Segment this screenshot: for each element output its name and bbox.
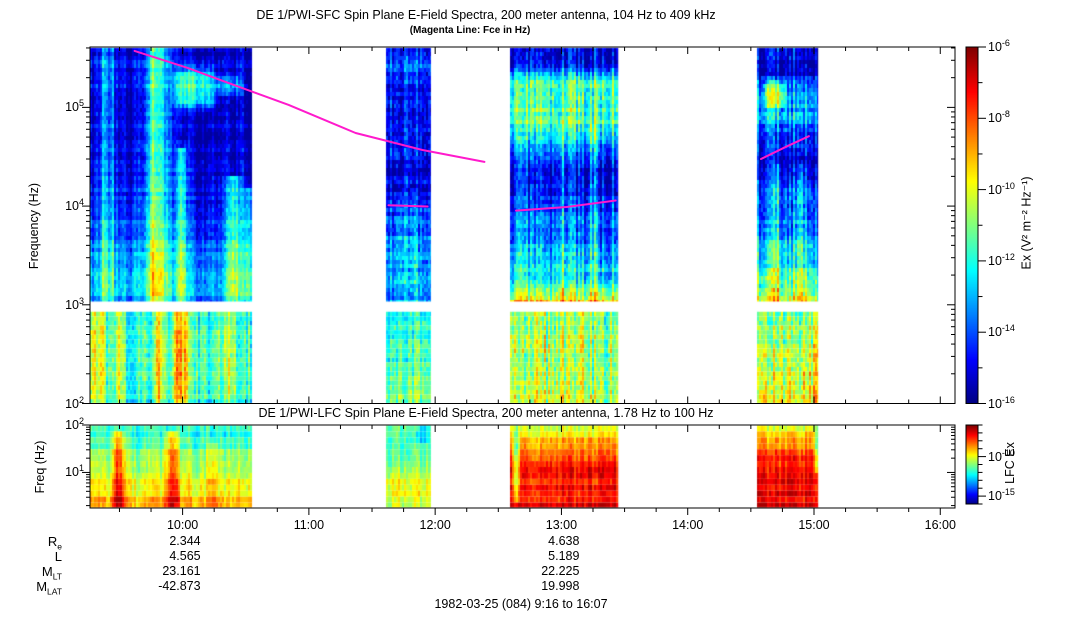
sfc-y-tick-label: 102 (65, 394, 84, 411)
sfc-y-tick-label: 104 (65, 197, 84, 214)
subtitle: (Magenta Line: Fce in Hz) (409, 25, 531, 36)
lfc-title: DE 1/PWI-LFC Spin Plane E-Field Spectra,… (258, 406, 714, 420)
time-tick-label: 11:00 (293, 518, 325, 532)
lfc-y-tick-label: 101 (65, 463, 84, 480)
sfc-colorbar-label: Ex (V² m⁻² Hz⁻¹) (1019, 176, 1034, 270)
ephemeris-value: 5.189 (548, 549, 580, 563)
sfc-colorbar-tick-label: 10-8 (988, 109, 1010, 126)
main-title: DE 1/PWI-SFC Spin Plane E-Field Spectra,… (256, 8, 716, 22)
sfc-y-tick-label: 105 (65, 98, 84, 115)
sfc-spectrogram-canvas (90, 47, 955, 404)
ephemeris-value: 23.161 (162, 564, 201, 578)
time-tick-label: 12:00 (419, 518, 451, 532)
time-tick-label: 13:00 (545, 518, 578, 532)
lfc-y-tick-label: 102 (65, 416, 84, 433)
time-tick-label: 16:00 (924, 518, 956, 532)
lfc-spectrogram-canvas (90, 425, 955, 508)
time-tick-label: 14:00 (672, 518, 704, 532)
ephemeris-row-label: Re (47, 534, 62, 552)
sfc-y-axis-label: Frequency (Hz) (27, 182, 41, 270)
sfc-y-tick-label: 103 (65, 295, 84, 312)
time-tick-label: 10:00 (166, 518, 199, 532)
ephemeris-value: 2.344 (169, 534, 201, 548)
ephemeris-value: -42.873 (158, 579, 201, 593)
sfc-colorbar-tick-label: 10-16 (988, 394, 1015, 411)
lfc-colorbar-tick-label: 10-15 (988, 487, 1015, 504)
sfc-colorbar-tick-label: 10-10 (988, 180, 1015, 197)
ephemeris-value: 4.565 (169, 549, 201, 563)
lfc-colorbar-tick-label: 10-10 (988, 447, 1015, 464)
ephemeris-row-label: MLAT (36, 579, 62, 597)
sfc-colorbar-tick-label: 10-6 (988, 38, 1010, 55)
lfc-colorbar (966, 425, 978, 504)
time-tick-label: 15:00 (798, 518, 830, 532)
ephemeris-value: 19.998 (541, 579, 580, 593)
ephemeris-row-label: L (54, 549, 62, 564)
ephemeris-value: 4.638 (548, 534, 580, 548)
ephemeris-row-label: MLT (41, 564, 62, 582)
ephemeris-value: 22.225 (541, 564, 580, 578)
sfc-colorbar-tick-label: 10-14 (988, 323, 1015, 340)
footer-date-range: 1982-03-25 (084) 9:16 to 16:07 (434, 597, 608, 611)
sfc-colorbar-tick-label: 10-12 (988, 251, 1015, 269)
sfc-colorbar (966, 47, 978, 404)
